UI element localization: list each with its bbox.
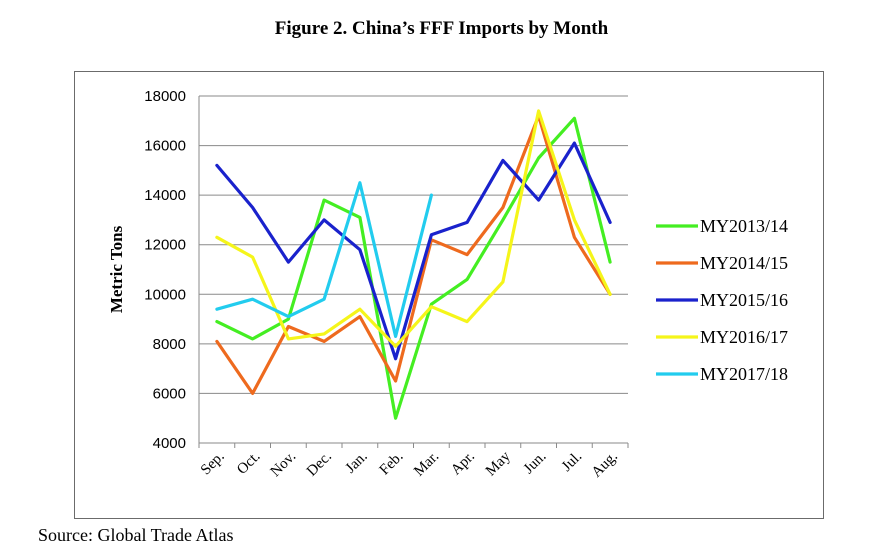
chart-frame	[74, 71, 824, 519]
x-tick-label: Feb.	[377, 449, 407, 479]
y-tick-label: 8000	[153, 336, 186, 353]
legend-label-my2015-16: MY2015/16	[700, 290, 788, 310]
x-tick-label: Oct.	[234, 449, 263, 478]
y-tick-label: 18000	[144, 88, 186, 105]
x-tick-label: Jun.	[521, 449, 550, 478]
y-tick-label: 12000	[144, 237, 186, 254]
y-tick-label: 4000	[153, 435, 186, 452]
legend-label-my2016-17: MY2016/17	[700, 327, 788, 347]
source-note: Source: Global Trade Atlas	[38, 525, 234, 545]
legend-label-my2013-14: MY2013/14	[700, 216, 788, 236]
x-tick-label: Dec.	[304, 449, 335, 480]
series-line-my2015-16	[215, 141, 612, 361]
series-line-my2014-15	[215, 114, 612, 395]
x-tick-label: Mar.	[411, 449, 442, 480]
legend-label-my2017-18: MY2017/18	[700, 364, 788, 384]
x-tick-label: Sep.	[198, 449, 228, 479]
y-axis-label: Metric Tons	[107, 225, 126, 313]
x-tick-label: Aug.	[589, 449, 621, 481]
x-tick-label: May	[483, 448, 514, 479]
y-tick-label: 14000	[144, 187, 186, 204]
y-tick-label: 10000	[144, 286, 186, 303]
legend-label-my2014-15: MY2014/15	[700, 253, 788, 273]
x-tick-label: Jan.	[343, 449, 371, 477]
x-tick-label: Nov.	[268, 449, 300, 481]
series-line-my2016-17	[215, 109, 612, 348]
series-line-my2017-18	[215, 181, 433, 338]
y-tick-label: 6000	[153, 385, 186, 402]
x-tick-label: Apr.	[448, 449, 478, 479]
y-tick-label: 16000	[144, 138, 186, 155]
chart-title: Figure 2. China’s FFF Imports by Month	[274, 18, 609, 39]
x-tick-label: Jul.	[559, 449, 585, 475]
